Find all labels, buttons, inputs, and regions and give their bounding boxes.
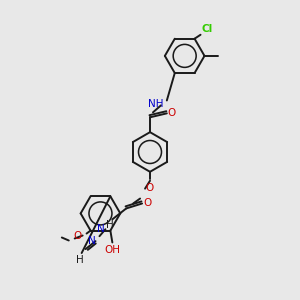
Text: O: O xyxy=(146,183,154,193)
Text: N: N xyxy=(88,236,95,246)
Text: Cl: Cl xyxy=(202,24,213,34)
Text: O: O xyxy=(143,199,151,208)
Text: O: O xyxy=(74,230,82,241)
Text: O: O xyxy=(168,108,176,118)
Text: OH: OH xyxy=(104,245,120,255)
Text: H: H xyxy=(106,220,113,230)
Text: N: N xyxy=(97,224,104,234)
Text: NH: NH xyxy=(148,99,164,110)
Text: H: H xyxy=(76,255,83,265)
